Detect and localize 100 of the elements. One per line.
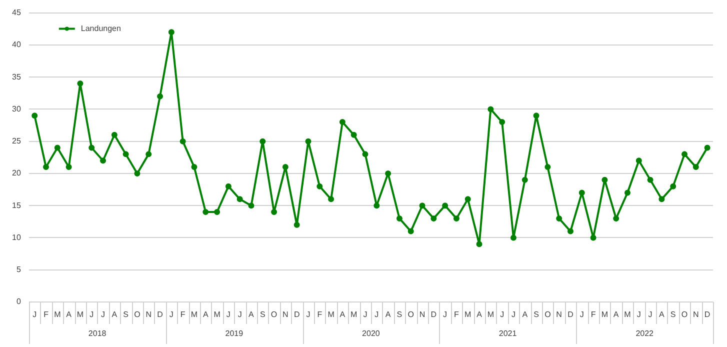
x-tick-label: J (238, 310, 242, 320)
point (294, 222, 300, 228)
text: 2018 (88, 329, 107, 338)
y-tick-label: 0 (16, 297, 22, 306)
x-tick-label: A (476, 310, 483, 320)
point (636, 158, 642, 164)
x-tick-label: N (282, 310, 289, 320)
x-tick-label: M (350, 310, 358, 320)
x-tick-label: A (613, 310, 620, 320)
x-tick-label: N (419, 310, 426, 320)
point (647, 176, 654, 183)
x-tick-label: M (54, 310, 62, 320)
y-tick-label: 40 (12, 40, 22, 50)
point (510, 234, 516, 241)
point (236, 196, 243, 202)
point (488, 106, 494, 112)
y-tick-label: 5 (16, 265, 22, 274)
point (260, 138, 266, 144)
point (544, 164, 551, 170)
x-tick-label: A (112, 310, 118, 320)
point (214, 209, 220, 216)
point (464, 196, 471, 202)
point (704, 144, 710, 151)
x-tick-label: O (134, 310, 140, 320)
point (146, 151, 152, 158)
y-tick-label: 15 (12, 200, 22, 210)
point (248, 202, 254, 209)
text: 2020 (362, 329, 380, 338)
point (419, 202, 426, 209)
point (202, 209, 209, 216)
point (670, 183, 676, 190)
y-tick-label: 20 (12, 168, 22, 178)
point (339, 119, 346, 126)
point (374, 202, 380, 209)
text: 2019 (225, 329, 244, 338)
point (681, 151, 688, 158)
point (180, 138, 186, 144)
x-tick-label: J (306, 310, 310, 320)
x-tick-label: M (328, 310, 335, 320)
x-tick-label: S (396, 310, 402, 320)
x-tick-label: A (385, 310, 392, 320)
point (476, 241, 482, 248)
x-tick-label: A (66, 310, 72, 320)
x-tick-label: O (681, 310, 688, 320)
point (350, 132, 357, 138)
x-tick-label: F (590, 310, 596, 320)
x-tick-label: J (169, 310, 174, 320)
legend-label: Landungen (80, 24, 121, 34)
point (77, 80, 84, 86)
x-tick-label: M (601, 310, 608, 320)
point (316, 183, 323, 190)
x-tick-label: J (363, 310, 368, 320)
x-tick-label: M (214, 310, 221, 320)
point (168, 29, 174, 36)
x-tick-label: N (693, 310, 700, 320)
point (54, 144, 60, 151)
x-tick-label: J (500, 310, 504, 320)
point (111, 132, 118, 138)
point (88, 144, 95, 151)
x-tick-label: A (202, 310, 209, 320)
point (225, 183, 232, 190)
point (567, 228, 574, 234)
point (578, 190, 585, 196)
x-tick-label: F (180, 310, 186, 320)
x-tick-label: F (317, 310, 322, 320)
x-tick-label: N (146, 310, 152, 320)
point (692, 164, 699, 170)
point (430, 215, 437, 222)
x-tick-label: M (190, 310, 198, 320)
y-tick-label: 10 (12, 232, 22, 242)
point (362, 151, 368, 158)
x-tick-label: J (101, 310, 106, 320)
point (658, 196, 665, 202)
point (66, 164, 72, 170)
x-tick-label: D (157, 310, 164, 320)
point (134, 170, 140, 176)
x-tick-label: D (568, 310, 574, 320)
point (191, 164, 198, 170)
point (453, 215, 460, 222)
point (271, 209, 278, 216)
point (442, 202, 448, 209)
x-tick-label: M (487, 310, 494, 320)
x-tick-label: S (534, 310, 539, 320)
x-tick-label: A (248, 310, 255, 320)
x-tick-label: J (580, 310, 584, 320)
x-tick-label: S (260, 310, 266, 320)
x-tick-label: A (340, 310, 346, 320)
point (556, 215, 562, 222)
y-tick-label: 35 (12, 72, 22, 82)
x-tick-label: M (624, 310, 632, 320)
y-tick-label: 45 (12, 8, 22, 18)
x-tick-label: F (44, 310, 49, 320)
x-tick-label: D (704, 310, 710, 320)
x-tick-label: A (659, 310, 666, 320)
point (624, 190, 630, 196)
text: 2022 (636, 329, 654, 338)
x-tick-label: A (522, 310, 528, 320)
x-tick-label: N (556, 310, 562, 320)
y-tick-label: 25 (12, 136, 22, 146)
point (43, 164, 49, 170)
